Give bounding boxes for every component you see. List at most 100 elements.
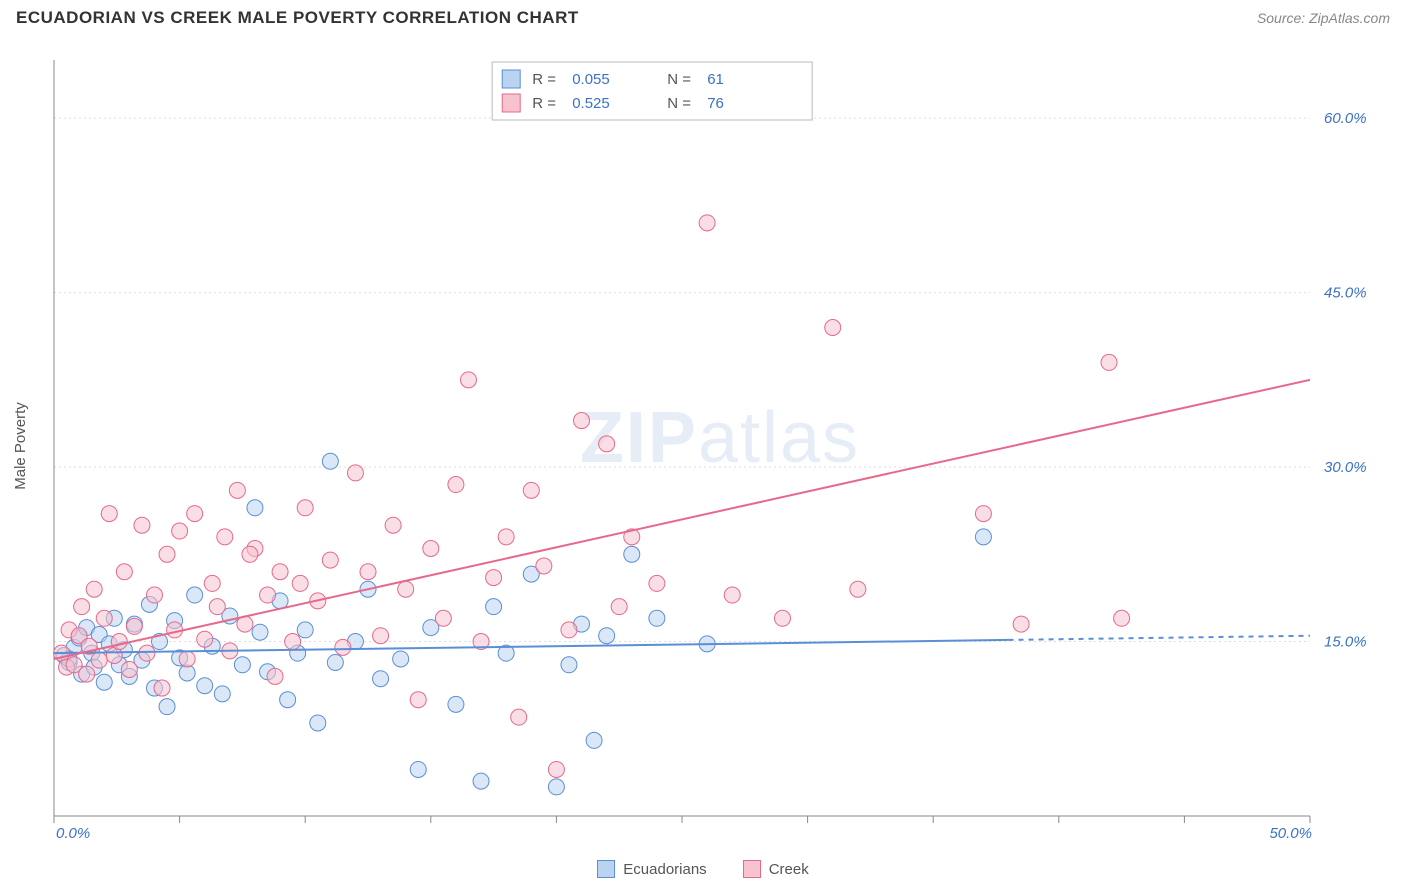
data-point	[460, 372, 476, 388]
legend-swatch	[597, 860, 615, 878]
data-point	[252, 624, 268, 640]
data-point	[649, 610, 665, 626]
legend-item: Ecuadorians	[597, 860, 706, 878]
data-point	[373, 671, 389, 687]
x-tick-label: 50.0%	[1269, 825, 1312, 842]
legend-label: Ecuadorians	[623, 861, 706, 878]
data-point	[486, 570, 502, 586]
data-point	[398, 581, 414, 597]
data-point	[297, 622, 313, 638]
data-point	[393, 651, 409, 667]
chart-title: ECUADORIAN VS CREEK MALE POVERTY CORRELA…	[16, 8, 579, 28]
data-point	[247, 500, 263, 516]
data-point	[197, 631, 213, 647]
data-point	[523, 482, 539, 498]
legend-r-value: 0.525	[572, 95, 610, 112]
data-point	[536, 558, 552, 574]
legend-label: Creek	[769, 861, 809, 878]
data-point	[1101, 354, 1117, 370]
data-point	[116, 564, 132, 580]
data-point	[297, 500, 313, 516]
data-point	[229, 482, 245, 498]
y-tick-label: 45.0%	[1324, 285, 1367, 302]
data-point	[599, 436, 615, 452]
source-label: Source: ZipAtlas.com	[1257, 10, 1390, 26]
data-point	[410, 761, 426, 777]
data-point	[327, 654, 343, 670]
data-point	[91, 652, 107, 668]
y-axis-label: Male Poverty	[12, 402, 29, 490]
data-point	[280, 692, 296, 708]
data-point	[486, 599, 502, 615]
data-point	[561, 622, 577, 638]
legend-n-label: N =	[667, 95, 691, 112]
data-point	[473, 773, 489, 789]
data-point	[1013, 616, 1029, 632]
data-point	[410, 692, 426, 708]
data-point	[975, 506, 991, 522]
data-point	[435, 610, 451, 626]
data-point	[1114, 610, 1130, 626]
data-point	[204, 575, 220, 591]
data-point	[197, 678, 213, 694]
data-point	[292, 575, 308, 591]
legend-swatch	[502, 94, 520, 112]
data-point	[586, 732, 602, 748]
data-point	[96, 674, 112, 690]
data-point	[214, 686, 230, 702]
data-point	[448, 696, 464, 712]
data-point	[79, 666, 95, 682]
data-point	[448, 477, 464, 493]
data-point	[335, 639, 351, 655]
data-point	[187, 587, 203, 603]
legend-swatch	[743, 860, 761, 878]
data-point	[347, 465, 363, 481]
legend-item: Creek	[743, 860, 809, 878]
data-point	[548, 779, 564, 795]
data-point	[234, 657, 250, 673]
legend-n-label: N =	[667, 71, 691, 88]
data-point	[561, 657, 577, 673]
data-point	[146, 587, 162, 603]
data-point	[101, 506, 117, 522]
data-point	[159, 699, 175, 715]
legend-r-label: R =	[532, 71, 556, 88]
data-point	[242, 546, 258, 562]
data-point	[850, 581, 866, 597]
watermark: ZIPatlas	[580, 398, 860, 478]
data-point	[121, 661, 137, 677]
data-point	[574, 413, 590, 429]
legend-n-value: 76	[707, 95, 724, 112]
data-point	[267, 668, 283, 684]
data-point	[322, 453, 338, 469]
data-point	[209, 599, 225, 615]
data-point	[649, 575, 665, 591]
y-tick-label: 60.0%	[1324, 110, 1367, 127]
data-point	[74, 599, 90, 615]
data-point	[611, 599, 627, 615]
legend-n-value: 61	[707, 71, 724, 88]
data-point	[217, 529, 233, 545]
data-point	[139, 645, 155, 661]
data-point	[272, 564, 288, 580]
data-point	[126, 618, 142, 634]
data-point	[498, 529, 514, 545]
data-point	[154, 680, 170, 696]
data-point	[385, 517, 401, 533]
data-point	[548, 761, 564, 777]
data-point	[825, 320, 841, 336]
legend-swatch	[502, 70, 520, 88]
data-point	[111, 634, 127, 650]
data-point	[285, 634, 301, 650]
data-point	[423, 540, 439, 556]
data-point	[373, 628, 389, 644]
data-point	[134, 517, 150, 533]
data-point	[624, 546, 640, 562]
data-point	[172, 523, 188, 539]
data-point	[96, 610, 112, 626]
scatter-chart: 15.0%30.0%45.0%60.0%0.0%50.0%ZIPatlasR =…	[50, 50, 1390, 842]
data-point	[310, 715, 326, 731]
data-point	[187, 506, 203, 522]
data-point	[159, 546, 175, 562]
legend-r-label: R =	[532, 95, 556, 112]
